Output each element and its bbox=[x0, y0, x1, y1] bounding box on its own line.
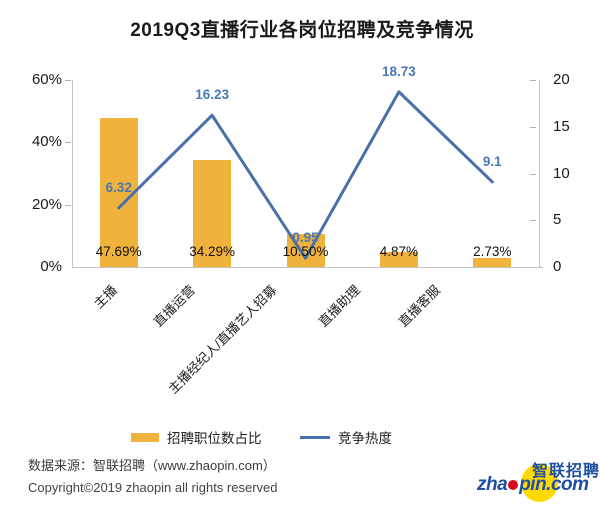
competition-line-path bbox=[117, 90, 494, 260]
logo-en-post: pin.com bbox=[519, 474, 589, 495]
line-series-swatch-icon bbox=[300, 435, 330, 439]
logo-red-dot-icon bbox=[508, 480, 519, 490]
logo-cn-text: 智联招聘 bbox=[531, 463, 600, 480]
left-axis-tick-label: 60% bbox=[31, 71, 62, 88]
x-axis-line bbox=[72, 267, 543, 268]
left-axis-tick bbox=[65, 142, 71, 144]
logo-en-pre: zha bbox=[477, 474, 508, 495]
left-axis-tick-label: 0% bbox=[40, 258, 62, 275]
left-axis-tick-label: 40% bbox=[31, 133, 62, 151]
chart-legend: 招聘职位数占比 竞争热度 bbox=[0, 428, 600, 448]
bar-1 bbox=[193, 160, 232, 267]
data-source-text: 数据来源：智联招聘（www.zhaopin.com） bbox=[28, 458, 276, 473]
bar-value-label: 10.50% bbox=[282, 244, 329, 259]
line-point-label: 16.23 bbox=[195, 87, 229, 103]
left-y-axis-line bbox=[72, 80, 73, 267]
right-axis-tick bbox=[530, 220, 536, 222]
bar-value-label: 2.73% bbox=[473, 244, 512, 259]
left-axis-tick-label: 20% bbox=[31, 195, 62, 213]
right-axis-tick-label: 15 bbox=[553, 117, 570, 135]
bar-3 bbox=[379, 251, 418, 267]
bar-4 bbox=[473, 258, 512, 267]
legend-item-bar-series: 招聘职位数占比 bbox=[131, 428, 262, 446]
logo-en-text: zha pin.com bbox=[477, 474, 589, 496]
footer: 数据来源：智联招聘（www.zhaopin.com） Copyright©201… bbox=[28, 457, 278, 496]
right-axis-tick bbox=[530, 173, 536, 175]
right-axis-tick-label: 20 bbox=[553, 71, 570, 88]
combo-chart: 0% 20% 40% 60% 0 5 10 15 20 47.69% 34.29% 10.50% 4.8… bbox=[31, 63, 570, 396]
right-axis-tick-label: 10 bbox=[553, 164, 570, 182]
bar-value-label: 47.69% bbox=[95, 244, 142, 259]
right-axis-tick bbox=[530, 126, 536, 128]
right-axis-tick-label: 0 bbox=[553, 258, 562, 275]
line-point-label: 18.73 bbox=[381, 63, 416, 79]
line-point-label: 6.32 bbox=[105, 179, 132, 195]
left-axis-tick bbox=[65, 80, 71, 81]
copyright-text: Copyright©2019 zhaopin all rights reserv… bbox=[28, 480, 278, 495]
legend-label-line-series: 竞争热度 bbox=[338, 431, 392, 446]
line-point-label: 9.1 bbox=[482, 153, 502, 169]
logo-yellow-circle-icon bbox=[521, 464, 558, 502]
legend-label-bar-series: 招聘职位数占比 bbox=[167, 431, 262, 446]
bar-0 bbox=[99, 118, 138, 267]
bar-series-swatch-icon bbox=[131, 432, 159, 442]
bar-value-label: 4.87% bbox=[379, 244, 419, 259]
legend-item-line-series: 竞争热度 bbox=[300, 428, 392, 446]
competition-line bbox=[117, 90, 494, 260]
line-point-label: 0.95 bbox=[292, 230, 319, 246]
right-axis-tick-label: 5 bbox=[553, 211, 562, 229]
zhaopin-logo: 智联招聘 zha pin.com bbox=[477, 453, 600, 505]
chart-title: 2019Q3直播行业各岗位招聘及竞争情况 bbox=[130, 20, 474, 41]
bar-value-label: 34.29% bbox=[189, 244, 235, 259]
right-y-axis-line bbox=[539, 80, 540, 267]
right-axis-tick bbox=[530, 80, 536, 81]
left-axis-tick bbox=[65, 204, 71, 206]
